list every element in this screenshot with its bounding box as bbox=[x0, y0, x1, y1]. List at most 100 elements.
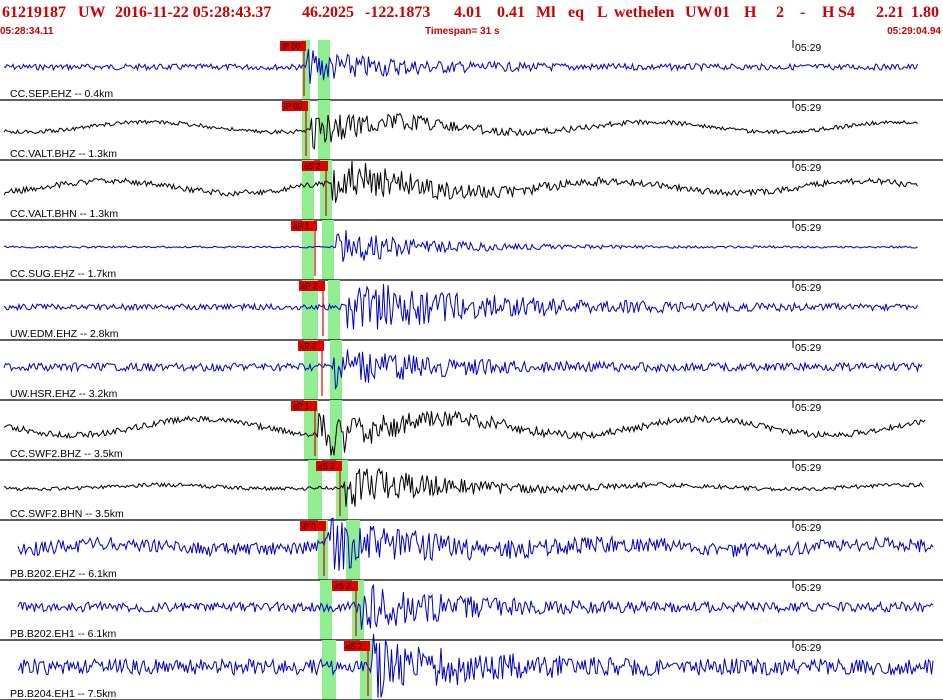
pick-flag[interactable] bbox=[302, 161, 328, 171]
timespan-label: Timespan= 31 s bbox=[425, 26, 500, 37]
waveform[interactable] bbox=[17, 584, 934, 630]
station-label: CC.VALT.BHN -- 1.3km bbox=[10, 208, 118, 220]
pick-flag[interactable] bbox=[300, 521, 326, 531]
pick-window bbox=[322, 220, 334, 280]
time-mark: 05:29 bbox=[795, 522, 821, 534]
pick-window bbox=[330, 340, 342, 400]
version: 01 bbox=[714, 4, 730, 21]
event-depth: 4.01 bbox=[454, 4, 482, 21]
waveform[interactable] bbox=[17, 517, 934, 571]
trace-panel[interactable]: eP 1 05:29 CC.SWF2.BHZ -- 3.5km bbox=[0, 400, 943, 461]
station-label: PB.B204.EH1 -- 7.5km bbox=[10, 688, 116, 700]
pick-label: eP 1 bbox=[293, 222, 310, 231]
time-mark: 05:29 bbox=[795, 402, 821, 414]
pick-flag[interactable] bbox=[299, 281, 325, 291]
waveform[interactable] bbox=[3, 160, 918, 203]
time-mark: 05:29 bbox=[795, 222, 821, 234]
trace-panel[interactable]: eP 2 05:29 UW.HSR.EHZ -- 3.2km bbox=[0, 340, 943, 401]
event-summary-header: 61219187 UW 2016-11-22 05:28:43.37 46.20… bbox=[0, 0, 943, 26]
value-b: 1.80 bbox=[911, 4, 939, 21]
station-label: CC.SUG.EHZ -- 1.7km bbox=[10, 268, 116, 280]
origin-datetime: 2016-11-22 05:28:43.37 bbox=[115, 4, 272, 21]
waveform[interactable] bbox=[3, 410, 926, 456]
trace-panel[interactable]: eP 2 05:29 UW.EDM.EHZ -- 2.8km bbox=[0, 280, 943, 341]
analyst-name: wethelen bbox=[614, 4, 675, 21]
station-label: UW.EDM.EHZ -- 2.8km bbox=[10, 328, 119, 340]
pick-label: eS 2 bbox=[304, 162, 321, 171]
trace-panel[interactable]: eS 2 05:29 CC.SWF2.BHN -- 3.5km bbox=[0, 460, 943, 521]
quality-a: H bbox=[744, 4, 757, 21]
station-label: UW.HSR.EHZ -- 3.2km bbox=[10, 388, 118, 400]
pick-window bbox=[328, 280, 340, 340]
trace-panel[interactable]: iP 0 05:29 PB.B202.EHZ -- 6.1km bbox=[0, 517, 943, 581]
pick-window bbox=[322, 640, 336, 700]
waveform[interactable] bbox=[3, 49, 918, 84]
trace-panel[interactable]: eS 2 05:29 PB.B204.EH1 -- 7.5km bbox=[0, 633, 943, 700]
pick-window bbox=[308, 460, 322, 520]
pick-label: eS 2 bbox=[318, 462, 335, 471]
time-mark: 05:29 bbox=[795, 342, 821, 354]
pick-flag[interactable] bbox=[316, 461, 342, 471]
event-id: 61219187 bbox=[2, 4, 66, 21]
pick-flag[interactable] bbox=[344, 641, 370, 651]
pick-label: eS 2 bbox=[334, 582, 351, 591]
pick-window bbox=[330, 400, 342, 460]
waveform[interactable] bbox=[3, 112, 918, 150]
waveform[interactable] bbox=[3, 349, 923, 391]
pick-window bbox=[302, 40, 310, 100]
event-longitude: -122.1873 bbox=[365, 4, 431, 21]
time-mark: 05:29 bbox=[795, 582, 821, 594]
waveform[interactable] bbox=[17, 633, 934, 698]
station-label: CC.SWF2.BHZ -- 3.5km bbox=[10, 448, 123, 460]
trace-panel[interactable]: eP 1 05:29 CC.SUG.EHZ -- 1.7km bbox=[0, 220, 943, 281]
event-type: eq bbox=[568, 4, 584, 21]
pick-window bbox=[336, 460, 348, 520]
pick-label: iP 00 bbox=[284, 102, 303, 111]
agency: UW bbox=[685, 4, 713, 21]
pick-flag[interactable] bbox=[280, 41, 306, 51]
solution: S4 bbox=[838, 4, 855, 21]
time-mark: 05:29 bbox=[795, 162, 821, 174]
pick-window bbox=[318, 520, 328, 580]
pick-label: iP 00 bbox=[282, 42, 301, 51]
pick-window bbox=[302, 220, 314, 280]
pick-window bbox=[320, 580, 332, 640]
pick-label: iP 0 bbox=[302, 522, 316, 531]
pick-flag[interactable] bbox=[291, 401, 317, 411]
time-mark: 05:29 bbox=[795, 642, 821, 654]
pick-label: eP 1 bbox=[293, 402, 310, 411]
time-mark: 05:29 bbox=[795, 42, 821, 54]
value-a: 2.21 bbox=[876, 4, 904, 21]
pick-label: eP 2 bbox=[300, 342, 317, 351]
quality-dash: - bbox=[800, 4, 806, 21]
station-label: CC.SEP.EHZ -- 0.4km bbox=[10, 88, 113, 100]
trace-panel[interactable]: eS 2 05:29 CC.VALT.BHN -- 1.3km bbox=[0, 160, 943, 221]
pick-flag[interactable] bbox=[291, 221, 317, 231]
trace-panel[interactable]: iP 00 05:29 CC.VALT.BHZ -- 1.3km bbox=[0, 100, 943, 161]
event-latitude: 46.2025 bbox=[302, 4, 354, 21]
trace-panel[interactable]: eS 2 05:29 PB.B202.EH1 -- 6.1km bbox=[0, 580, 943, 641]
pick-label: eS 2 bbox=[346, 642, 363, 651]
pick-window bbox=[360, 640, 372, 700]
time-mark: 05:29 bbox=[795, 102, 821, 114]
station-label: CC.SWF2.BHN -- 3.5km bbox=[10, 508, 124, 520]
trace-panel[interactable]: iP 00 05:29 CC.SEP.EHZ -- 0.4km bbox=[0, 40, 943, 101]
quality-c: H bbox=[822, 4, 835, 21]
pick-label: eP 2 bbox=[301, 282, 318, 291]
station-label: PB.B202.EH1 -- 6.1km bbox=[10, 628, 116, 640]
pick-flag[interactable] bbox=[298, 341, 324, 351]
end-time: 05:29:04.94 bbox=[887, 26, 941, 37]
time-mark: 05:29 bbox=[795, 282, 821, 294]
magnitude-type: Ml bbox=[536, 4, 556, 21]
start-time: 05:28:34.11 bbox=[0, 26, 54, 37]
pick-window bbox=[318, 40, 330, 100]
waveform[interactable] bbox=[3, 467, 924, 507]
waveform[interactable] bbox=[3, 284, 918, 330]
quality-b: 2 bbox=[776, 4, 784, 21]
event-network: UW bbox=[78, 4, 106, 21]
pick-flag[interactable] bbox=[332, 581, 358, 591]
station-label: CC.VALT.BHZ -- 1.3km bbox=[10, 148, 117, 160]
waveform[interactable] bbox=[3, 230, 918, 263]
pick-flag[interactable] bbox=[282, 101, 308, 111]
